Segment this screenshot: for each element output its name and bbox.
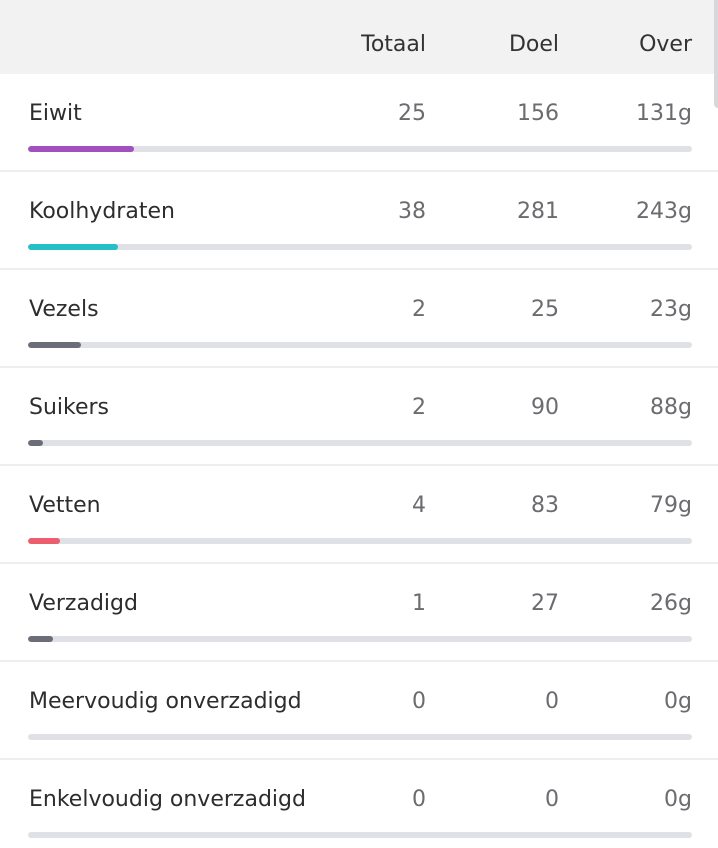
nutrient-row-meervoudig: Meervoudig onverzadigd 0 0 0g — [0, 662, 718, 760]
progress-fill — [28, 146, 135, 152]
progress-track — [28, 538, 692, 544]
nutrient-left: 0g — [664, 787, 692, 812]
nutrient-goal: 0 — [545, 787, 559, 812]
nutrient-goal: 27 — [531, 591, 559, 616]
nutrient-total: 2 — [412, 395, 426, 420]
progress-track — [28, 832, 692, 838]
progress-fill — [28, 440, 43, 446]
nutrient-name: Vezels — [29, 297, 99, 322]
nutrient-goal: 0 — [545, 689, 559, 714]
nutrient-total: 1 — [412, 591, 426, 616]
header-total: Totaal — [361, 32, 426, 57]
progress-fill — [28, 342, 82, 348]
nutrient-name: Meervoudig onverzadigd — [29, 689, 302, 714]
nutrient-list: Eiwit 25 156 131g Koolhydraten 38 281 24… — [0, 74, 718, 848]
progress-track — [28, 734, 692, 740]
progress-fill — [28, 538, 60, 544]
nutrient-goal: 90 — [531, 395, 559, 420]
nutrient-row-eiwit: Eiwit 25 156 131g — [0, 74, 718, 172]
nutrient-name: Enkelvoudig onverzadigd — [29, 787, 306, 812]
nutrient-row-vetten: Vetten 4 83 79g — [0, 466, 718, 564]
nutrient-total: 38 — [398, 199, 426, 224]
nutrient-row-koolhydraten: Koolhydraten 38 281 243g — [0, 172, 718, 270]
progress-track — [28, 244, 692, 250]
nutrient-total: 0 — [412, 689, 426, 714]
nutrient-left: 243g — [636, 199, 692, 224]
header-goal: Doel — [508, 32, 559, 57]
nutrient-name: Eiwit — [29, 101, 82, 126]
nutrient-row-enkelvoudig: Enkelvoudig onverzadigd 0 0 0g — [0, 760, 718, 848]
nutrient-name: Suikers — [29, 395, 110, 420]
progress-track — [28, 636, 692, 642]
progress-fill — [28, 636, 53, 642]
nutrient-goal: 156 — [517, 101, 559, 126]
nutrient-left: 23g — [650, 297, 692, 322]
nutrient-name: Vetten — [29, 493, 101, 518]
nutrient-name: Koolhydraten — [29, 199, 175, 224]
nutrient-goal: 25 — [531, 297, 559, 322]
nutrient-row-vezels: Vezels 2 25 23g — [0, 270, 718, 368]
nutrient-row-suikers: Suikers 2 90 88g — [0, 368, 718, 466]
progress-fill — [28, 244, 118, 250]
nutrient-left: 88g — [650, 395, 692, 420]
nutrient-goal: 281 — [517, 199, 559, 224]
nutrient-left: 26g — [650, 591, 692, 616]
nutrient-total: 2 — [412, 297, 426, 322]
nutrient-name: Verzadigd — [29, 591, 138, 616]
nutrient-total: 0 — [412, 787, 426, 812]
progress-track — [28, 146, 692, 152]
column-header: Totaal Doel Over — [0, 0, 718, 74]
progress-track — [28, 342, 692, 348]
nutrient-total: 4 — [412, 493, 426, 518]
nutrient-row-verzadigd: Verzadigd 1 27 26g — [0, 564, 718, 662]
header-left: Over — [639, 32, 692, 57]
nutrient-total: 25 — [398, 101, 426, 126]
nutrient-goal: 83 — [531, 493, 559, 518]
scrollbar[interactable] — [714, 0, 718, 108]
nutrient-left: 79g — [650, 493, 692, 518]
nutrient-left: 0g — [664, 689, 692, 714]
nutrient-left: 131g — [636, 101, 692, 126]
progress-track — [28, 440, 692, 446]
